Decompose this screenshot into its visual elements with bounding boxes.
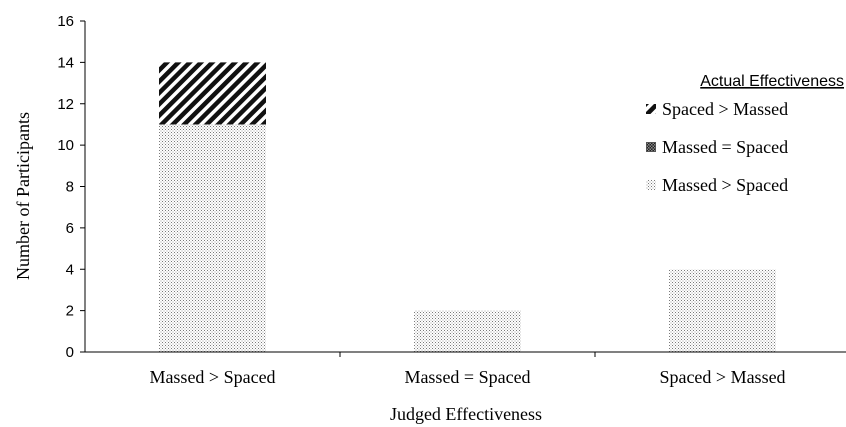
- legend: Actual Effectiveness Spaced > Massed Mass…: [646, 73, 844, 195]
- bar-segment: [414, 310, 521, 352]
- x-tick-label: Spaced > Massed: [659, 367, 785, 387]
- y-tick-label: 12: [57, 96, 74, 113]
- y-tick-label: 8: [66, 179, 74, 196]
- legend-title: Actual Effectiveness: [700, 73, 844, 90]
- legend-swatch: [646, 142, 656, 152]
- x-tick-labels: Massed > Spaced Massed = Spaced Spaced > M…: [149, 367, 785, 387]
- x-tick-label: Massed = Spaced: [404, 367, 530, 387]
- y-tick-label: 10: [57, 137, 74, 154]
- x-tick-label: Massed > Spaced: [149, 367, 275, 387]
- y-tick-label: 16: [57, 13, 74, 30]
- y-tick-label: 6: [66, 220, 74, 237]
- legend-label: Spaced > Massed: [662, 99, 788, 119]
- y-tick-label: 2: [66, 303, 74, 320]
- bar-segment: [159, 124, 266, 352]
- legend-label: Massed = Spaced: [662, 137, 788, 157]
- bar-segment: [669, 269, 776, 352]
- y-tick-label: 14: [57, 54, 74, 71]
- y-tick-label: 0: [66, 344, 74, 361]
- y-ticks: 0 2 4 6 8 10 12 14 16: [57, 13, 85, 361]
- bar-segment: [159, 62, 266, 125]
- x-axis-title: Judged Effectiveness: [390, 404, 542, 424]
- legend-label: Massed > Spaced: [662, 175, 788, 195]
- legend-swatch: [646, 180, 656, 190]
- y-axis-title: Number of Participants: [13, 112, 33, 280]
- legend-swatch: [646, 104, 656, 114]
- bars: [159, 62, 776, 352]
- y-tick-label: 4: [66, 261, 74, 278]
